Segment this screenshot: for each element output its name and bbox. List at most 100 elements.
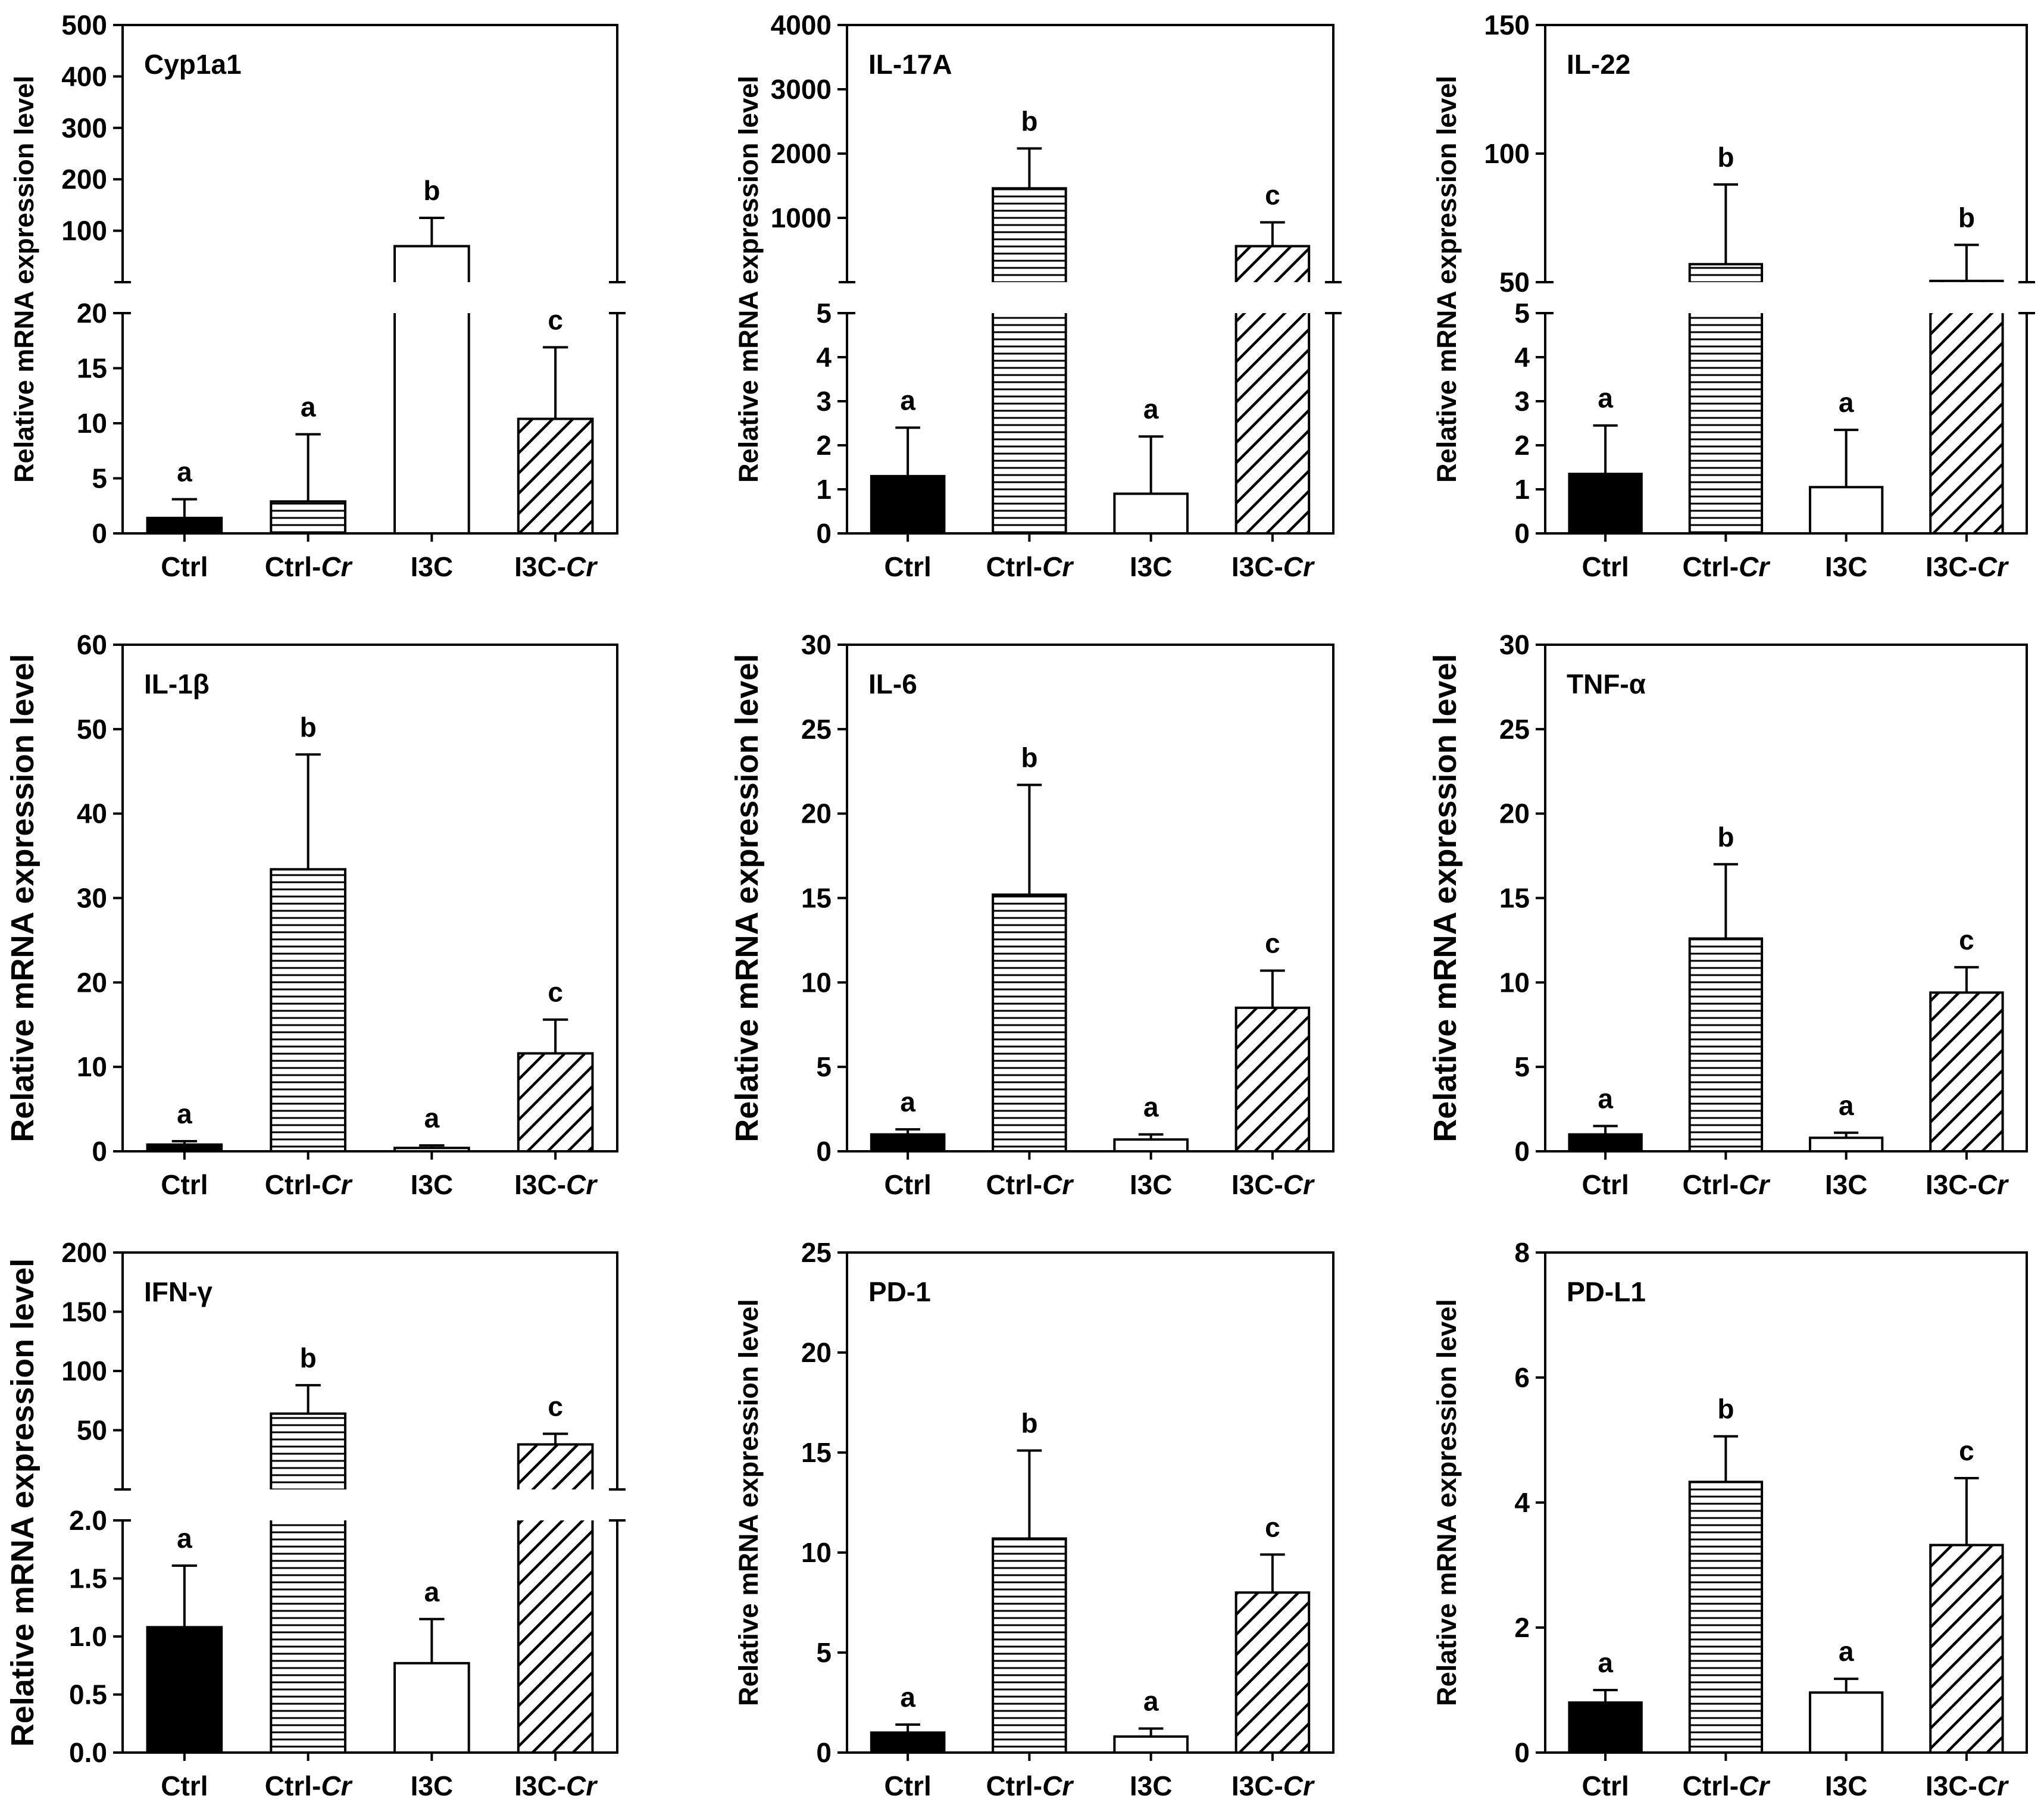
category-label-base: Ctrl	[885, 1169, 932, 1200]
category-label-base: Ctrl-	[1683, 1770, 1739, 1799]
y-tick-label: 500	[61, 10, 107, 40]
category-label-suffix: Cr	[1977, 1770, 2009, 1799]
bar-2	[1808, 1136, 1884, 1153]
significance-letter-0: a	[900, 1682, 915, 1713]
y-tick-label: 20	[801, 1337, 832, 1368]
y-tick-label: 0.5	[69, 1679, 107, 1710]
bar-2	[1113, 1138, 1189, 1153]
bar-upper-1	[1689, 264, 1762, 282]
category-label-0: Ctrl	[1582, 1770, 1629, 1799]
y-tick-label: 5	[1514, 1051, 1530, 1082]
category-label-suffix: Cr	[321, 1770, 352, 1799]
category-label-base: Ctrl	[885, 551, 932, 582]
y-tick-label: 20	[1499, 798, 1530, 829]
category-label-3: I3C-Cr	[1232, 1770, 1315, 1799]
category-label-1: Ctrl-Cr	[265, 551, 353, 582]
bar-0	[1568, 1133, 1643, 1153]
y-tick-label: 0	[816, 1136, 832, 1167]
chart-panel-8: aCtrlbCtrl-CraI3CcI3C-Cr02468PD-L1Relati…	[1432, 1237, 2028, 1799]
category-label-2: I3C	[411, 1770, 454, 1799]
y-tick-label: 50	[1499, 267, 1530, 298]
category-label-base: I3C	[1825, 551, 1868, 582]
category-label-2: I3C	[1825, 1770, 1868, 1799]
bar-0	[1568, 473, 1643, 535]
category-label-base: I3C-	[514, 551, 566, 582]
category-label-1: Ctrl-Cr	[1683, 551, 1771, 582]
y-axis-label: Relative mRNA expression level	[1432, 76, 1462, 483]
y-tick-label: 1.5	[69, 1563, 107, 1594]
category-label-1: Ctrl-Cr	[265, 1770, 353, 1799]
frame-lower	[846, 313, 1334, 535]
y-tick-label: 20	[77, 967, 107, 998]
significance-letter-0: a	[900, 385, 915, 416]
panels: aCtrlaCtrl-CrbI3CcI3C-Cr0510152010020030…	[5, 10, 2035, 1799]
category-label-0: Ctrl	[161, 1169, 208, 1200]
chart-title: IFN-γ	[144, 1276, 212, 1307]
category-label-base: Ctrl-	[265, 1770, 321, 1799]
y-tick-label: 100	[1484, 138, 1530, 169]
significance-letter-1: b	[1717, 1394, 1734, 1425]
y-tick-label: 10	[77, 408, 107, 439]
category-label-base: Ctrl	[161, 1169, 208, 1200]
category-label-suffix: Cr	[1042, 1770, 1074, 1799]
y-axis-label: Relative mRNA expression level	[5, 654, 40, 1142]
y-tick-label: 4	[1514, 342, 1530, 373]
bar-1	[992, 893, 1067, 1153]
category-label-base: I3C-	[1926, 551, 1977, 582]
significance-letter-3: c	[548, 977, 563, 1008]
bar-1	[270, 500, 346, 535]
bar-lower-3	[1236, 313, 1309, 533]
bar-lower-1	[1689, 313, 1762, 533]
significance-letter-2: a	[1839, 387, 1854, 418]
y-tick-label: 5	[816, 1637, 832, 1668]
significance-letter-0: a	[177, 1098, 192, 1129]
bar-0	[146, 1626, 223, 1754]
significance-letter-1: b	[1021, 1408, 1037, 1439]
y-tick-label: 50	[77, 714, 107, 745]
category-label-2: I3C	[1825, 1169, 1868, 1200]
y-tick-label: 10	[1499, 967, 1530, 998]
significance-letter-0: a	[1598, 1083, 1613, 1114]
significance-letter-3: c	[1265, 180, 1280, 211]
y-tick-label: 20	[77, 298, 107, 329]
bar-1	[1688, 937, 1764, 1153]
category-label-base: Ctrl-	[265, 1169, 321, 1200]
bar-3	[517, 417, 594, 535]
y-tick-label: 1000	[771, 202, 832, 233]
y-tick-label: 5	[816, 298, 832, 329]
bar-0	[870, 1731, 946, 1754]
category-label-3: I3C-Cr	[1926, 1169, 2009, 1200]
bar-upper-outline-3	[1929, 279, 2004, 282]
category-label-base: Ctrl-	[1683, 1169, 1739, 1200]
significance-letter-0: a	[900, 1086, 915, 1117]
y-tick-label: 3	[1514, 386, 1530, 417]
category-label-1: Ctrl-Cr	[265, 1169, 353, 1200]
significance-letter-3: c	[548, 1391, 563, 1422]
bar-3	[1234, 1006, 1311, 1153]
category-label-base: I3C	[1130, 551, 1173, 582]
category-label-base: Ctrl-	[1683, 551, 1739, 582]
y-tick-label: 25	[801, 1237, 832, 1268]
category-label-3: I3C-Cr	[514, 551, 598, 582]
category-label-suffix: Cr	[1283, 551, 1315, 582]
category-label-suffix: Cr	[566, 551, 598, 582]
category-label-base: I3C	[411, 551, 454, 582]
category-label-suffix: Cr	[1042, 551, 1074, 582]
y-tick-label: 20	[801, 798, 832, 829]
bar-2	[1113, 1735, 1189, 1754]
significance-letter-2: a	[1839, 1090, 1854, 1121]
significance-letter-3: c	[1265, 1511, 1280, 1542]
y-axis-label: Relative mRNA expression level	[5, 1258, 40, 1747]
category-label-base: I3C	[1825, 1770, 1868, 1799]
y-tick-label: 8	[1514, 1237, 1530, 1268]
chart-panel-2: aCtrlbCtrl-CraI3CbI3C-Cr01234550100150IL…	[1432, 10, 2035, 582]
bar-0	[1568, 1701, 1643, 1754]
category-label-base: I3C-	[1926, 1169, 1977, 1200]
category-label-base: Ctrl	[885, 1770, 932, 1799]
bar-3	[1929, 1544, 2004, 1754]
frame	[846, 1251, 1334, 1754]
y-tick-label: 0	[1514, 1136, 1530, 1167]
category-label-2: I3C	[1130, 1770, 1173, 1799]
y-tick-label: 25	[801, 714, 832, 745]
